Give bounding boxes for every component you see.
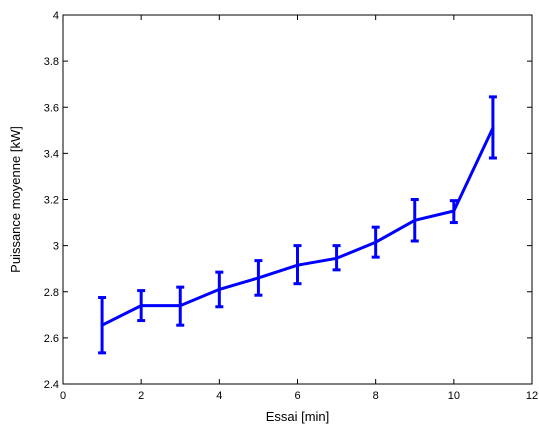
- y-tick-label: 3.8: [44, 56, 59, 68]
- y-axis-label: Puissance moyenne [kW]: [8, 126, 23, 273]
- y-axis-ticks: 2.4 2.6 2.8 3 3.2 3.4 3.6 3.8 4: [44, 10, 532, 391]
- x-tick-label: 10: [448, 390, 460, 402]
- x-tick-label: 4: [216, 390, 222, 402]
- y-tick-label: 3: [53, 241, 59, 253]
- y-tick-label: 3.6: [44, 102, 59, 114]
- y-tick-label: 2.4: [44, 379, 59, 391]
- y-tick-label: 2.6: [44, 333, 59, 345]
- x-tick-label: 2: [138, 390, 144, 402]
- y-tick-label: 4: [53, 10, 59, 22]
- y-tick-label: 2.8: [44, 287, 59, 299]
- x-axis-label: Essai [min]: [266, 409, 330, 424]
- x-axis-ticks: 0 2 4 6 8 10 12: [60, 15, 538, 402]
- plot-frame: [62, 14, 533, 385]
- x-tick-label: 6: [294, 390, 300, 402]
- y-tick-label: 3.4: [44, 148, 59, 160]
- x-tick-label: 0: [60, 390, 66, 402]
- x-tick-label: 8: [373, 390, 379, 402]
- x-tick-label: 12: [526, 390, 538, 402]
- y-tick-label: 3.2: [44, 195, 59, 207]
- series-line: [100, 126, 495, 327]
- plot-area: [62, 14, 533, 385]
